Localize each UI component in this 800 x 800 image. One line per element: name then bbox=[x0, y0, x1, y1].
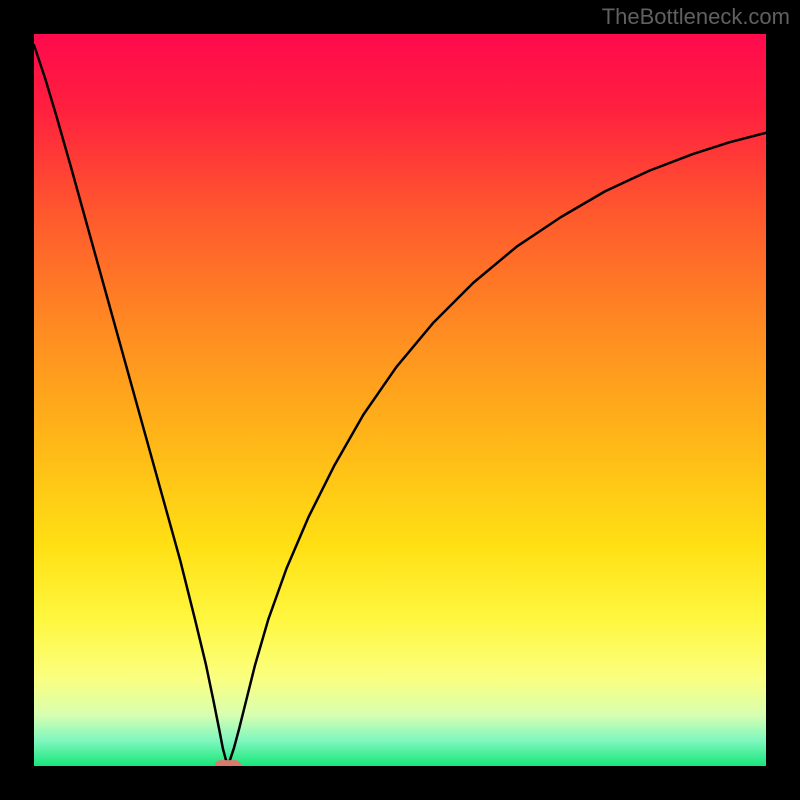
bottleneck-curve bbox=[34, 45, 766, 764]
chart-container: TheBottleneck.com bbox=[0, 0, 800, 800]
chart-overlay bbox=[34, 34, 766, 766]
optimal-marker bbox=[215, 760, 241, 766]
watermark-text: TheBottleneck.com bbox=[602, 4, 790, 30]
plot-area bbox=[34, 34, 766, 766]
